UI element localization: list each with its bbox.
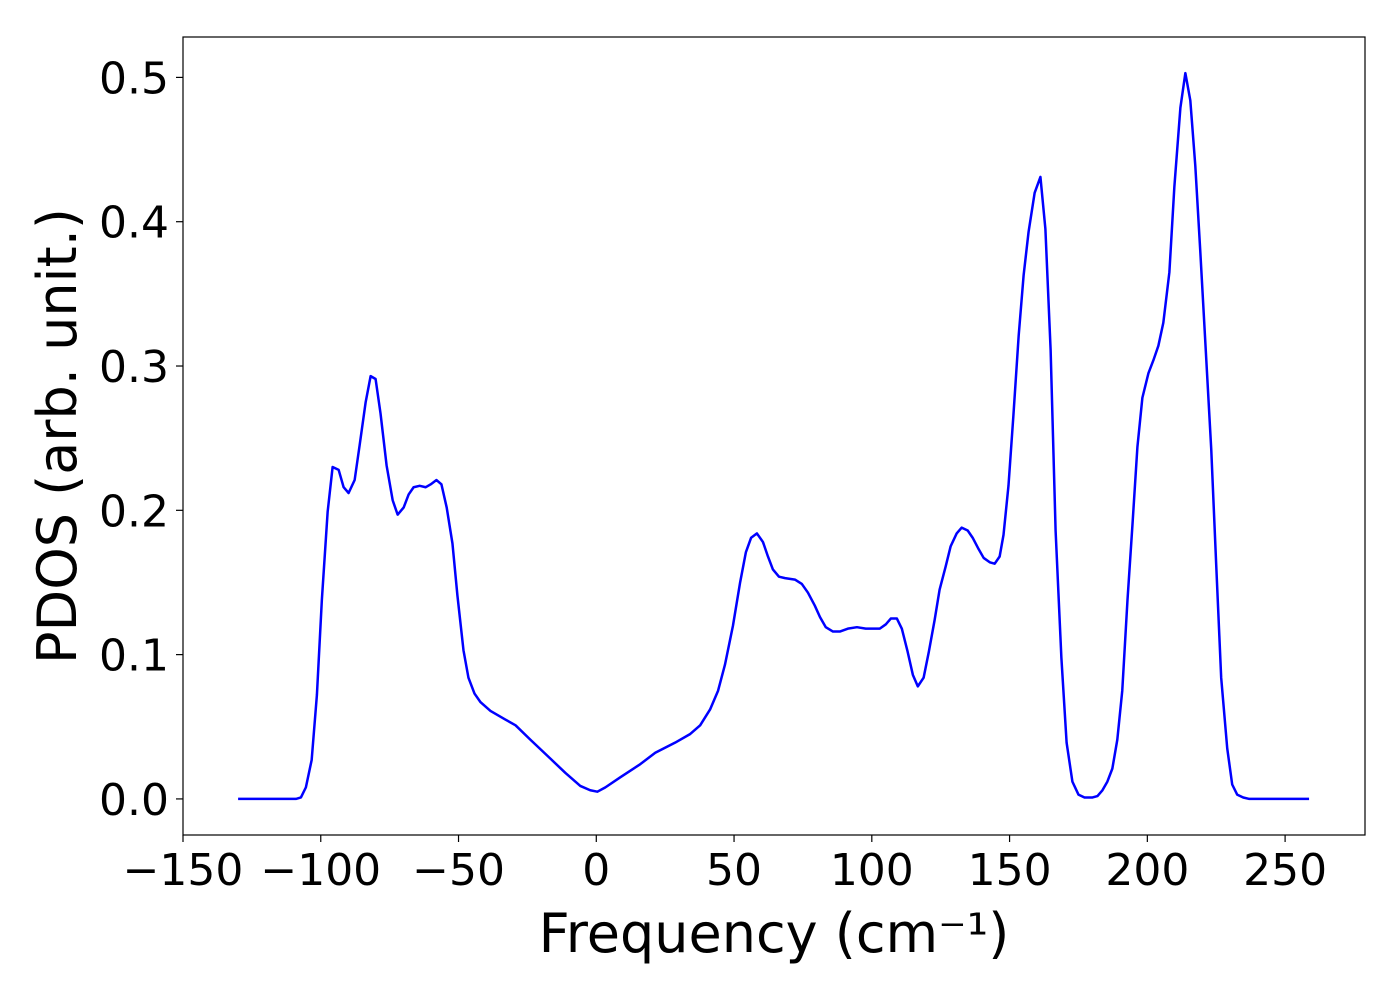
y-tick-label: 0.0 bbox=[99, 775, 169, 826]
data-line bbox=[238, 71, 1310, 801]
y-axis-label: PDOS (arb. unit.) bbox=[26, 208, 89, 664]
x-tick-label: 200 bbox=[1105, 845, 1189, 896]
x-tick-label: 0 bbox=[582, 845, 610, 896]
x-axis-label: Frequency (cm⁻¹) bbox=[539, 902, 1010, 965]
y-tick-label: 0.1 bbox=[99, 631, 169, 682]
x-tick-label: −100 bbox=[260, 845, 381, 896]
y-tick-label: 0.3 bbox=[99, 342, 169, 393]
x-tick-label: 150 bbox=[968, 845, 1052, 896]
y-tick-label: 0.5 bbox=[99, 53, 169, 104]
x-tick-label: 50 bbox=[706, 845, 762, 896]
x-tick-label: 100 bbox=[830, 845, 914, 896]
x-tick-label: −50 bbox=[412, 845, 505, 896]
x-tick-label: 250 bbox=[1243, 845, 1327, 896]
x-tick-label: −150 bbox=[123, 845, 244, 896]
y-tick-label: 0.2 bbox=[99, 486, 169, 537]
y-tick-label: 0.4 bbox=[99, 198, 169, 249]
plot-frame bbox=[182, 36, 1366, 836]
